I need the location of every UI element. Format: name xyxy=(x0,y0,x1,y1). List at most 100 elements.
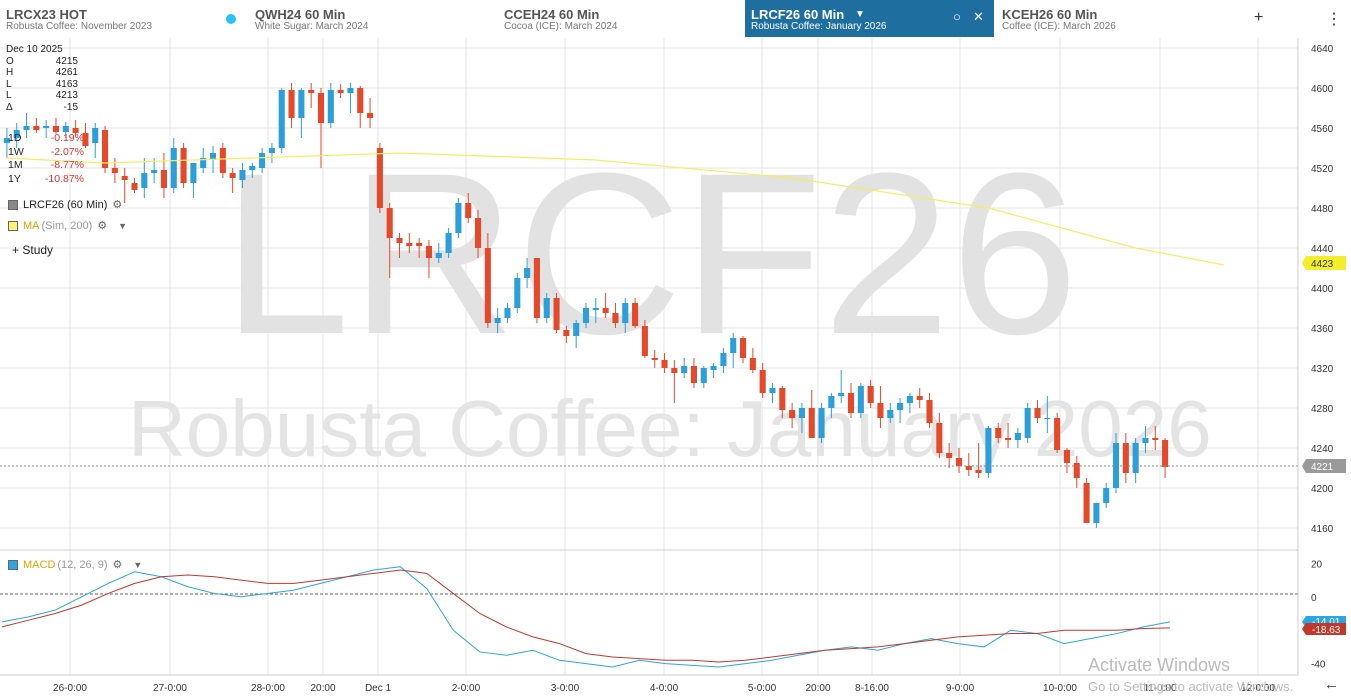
candle-body xyxy=(828,396,835,408)
candle-body xyxy=(690,366,698,383)
perf-row: 1D -0.19% xyxy=(8,132,84,144)
candle-body xyxy=(160,170,167,188)
price-tick-label: 4440 xyxy=(1311,244,1334,255)
time-axis[interactable]: 26-0:00 27-0:00 28-0:00 20:00 Dec 1 2-0:00 3-0… xyxy=(53,683,1275,694)
candle-body xyxy=(524,268,531,278)
candle-body xyxy=(3,138,10,143)
candle-body xyxy=(288,90,295,118)
ma-settings-gear-icon[interactable]: ⚙ xyxy=(97,220,108,232)
macd-tick-label: -40 xyxy=(1311,660,1326,671)
candle-body xyxy=(425,246,433,258)
watermark-name: Robusta Coffee: January 2026 xyxy=(128,384,1212,473)
tab-cceh24[interactable]: CCEH24 60 Min Cocoa (ICE): March 2024 xyxy=(498,0,744,37)
candle-body xyxy=(847,393,855,413)
candle-body xyxy=(789,410,796,418)
price-tick-label: 4360 xyxy=(1311,324,1334,335)
candle-body xyxy=(190,163,197,183)
add-tab-icon[interactable]: + xyxy=(1254,9,1264,26)
tab-kceh26[interactable]: KCEH26 60 Min Coffee (ICE): March 2026 xyxy=(996,0,1242,37)
candle-body xyxy=(170,148,177,188)
macd-dropdown-caret-icon[interactable]: ▼ xyxy=(133,559,143,570)
candle-body xyxy=(121,176,128,180)
price-tick-label: 4200 xyxy=(1311,484,1334,495)
moving-average-line xyxy=(6,152,1225,266)
candle-body xyxy=(749,358,756,370)
plus-icon: + xyxy=(12,243,20,257)
chart-grid xyxy=(0,38,1298,675)
candle-body xyxy=(985,428,992,473)
candle-body xyxy=(1044,418,1051,419)
ohlc-readout: Dec 10 2025 O 4215 H 4261 L 4163 L 4213 Δ -15 xyxy=(6,44,78,113)
candle-body xyxy=(52,126,60,132)
candle-body xyxy=(739,338,747,358)
tab-description: White Sugar: March 2024 xyxy=(255,21,369,32)
more-menu-icon[interactable]: ⋮ xyxy=(1326,11,1342,28)
candle-body xyxy=(906,396,913,403)
perf-row: 1Y -10.87% xyxy=(8,172,84,185)
tab-symbol: LRCX23 HOT xyxy=(6,7,87,22)
candle-body xyxy=(700,368,707,383)
macd-params: (12, 26, 9) xyxy=(57,558,108,571)
time-tick-label: 8-16:00 xyxy=(855,683,889,694)
candle-body xyxy=(259,153,266,168)
candle-body xyxy=(779,388,786,410)
candle-body xyxy=(111,168,118,173)
price-axis[interactable]: 4640 4600 4560 4520 4480 4440 4400 4360 4320 4280… xyxy=(1311,44,1334,535)
ma-dropdown-caret-icon[interactable]: ▼ xyxy=(118,220,128,231)
price-tick-label: 4320 xyxy=(1311,364,1334,375)
tab-description: Robusta Coffee: January 2026 xyxy=(751,21,887,32)
candle-body xyxy=(62,126,69,132)
candle-body xyxy=(337,90,344,93)
candle-body xyxy=(543,298,550,318)
macd-settings-gear-icon[interactable]: ⚙ xyxy=(112,559,123,571)
time-tick-label: 2-0:00 xyxy=(452,683,481,694)
readout-row: L 4163 xyxy=(6,78,78,90)
price-tick-label: 4480 xyxy=(1311,204,1334,215)
series-swatch[interactable] xyxy=(8,199,18,210)
candle-body xyxy=(867,386,874,403)
time-tick-label: 10-0:00 xyxy=(1043,683,1077,694)
candle-body xyxy=(268,148,275,153)
macd-tick-label: 20 xyxy=(1311,559,1323,570)
scroll-left-arrow-icon[interactable]: ← xyxy=(1324,676,1339,693)
series-settings-gear-icon[interactable]: ⚙ xyxy=(112,199,123,211)
ma-swatch[interactable] xyxy=(8,220,18,231)
macd-tick-label: 0 xyxy=(1311,593,1317,604)
tab-lrcf26[interactable]: LRCF26 60 Min Robusta Coffee: January 20… xyxy=(745,0,994,37)
add-study-button[interactable]: + Study xyxy=(12,243,53,257)
candle-body xyxy=(180,148,187,183)
candle-body xyxy=(445,233,452,253)
readout-row: H 4261 xyxy=(6,67,78,78)
candle-body xyxy=(681,366,688,373)
tab-lrcx23[interactable]: LRCX23 HOT Robusta Coffee: November 2023 xyxy=(0,0,224,37)
tab-close-icon[interactable]: ✕ xyxy=(973,9,984,24)
performance-readout: 1D -0.19% 1W -2.07% 1M -8.77% 1Y -10.87% xyxy=(8,132,84,186)
tab-menu-caret-icon[interactable]: ▼ xyxy=(855,9,865,20)
candle-body xyxy=(1152,438,1159,440)
candle-body xyxy=(1093,503,1100,523)
candle-body xyxy=(327,90,334,123)
candle-body xyxy=(406,243,413,246)
tab-symbol: CCEH24 60 Min xyxy=(504,7,600,22)
svg-text:4221: 4221 xyxy=(1311,462,1334,473)
macd-legend[interactable]: MACD (12, 26, 9) ⚙ ▼ xyxy=(8,558,142,571)
macd-label: MACD xyxy=(23,558,56,571)
series-legend[interactable]: LRCF26 (60 Min) ⚙ xyxy=(8,198,122,211)
candle-body xyxy=(1034,408,1041,418)
tab-description: Coffee (ICE): March 2026 xyxy=(1002,21,1116,32)
candle-body xyxy=(1024,408,1031,438)
macd-axis[interactable]: 20 0 -40 xyxy=(1311,559,1326,670)
price-tick-label: 4240 xyxy=(1311,444,1334,455)
candle-body xyxy=(82,133,89,146)
ma-legend[interactable]: MA (Sim, 200) ⚙ ▼ xyxy=(8,219,127,232)
candle-body xyxy=(484,248,491,323)
tab-detach-circle-icon[interactable]: ○ xyxy=(953,9,961,24)
macd-swatch[interactable] xyxy=(8,559,18,570)
candle-body xyxy=(1063,450,1070,463)
live-indicator-icon xyxy=(226,14,236,24)
price-tick-label: 4560 xyxy=(1311,124,1334,135)
candle-body xyxy=(720,353,727,366)
candle-body xyxy=(798,408,805,418)
tab-qwh24[interactable]: QWH24 60 Min White Sugar: March 2024 xyxy=(249,0,495,37)
